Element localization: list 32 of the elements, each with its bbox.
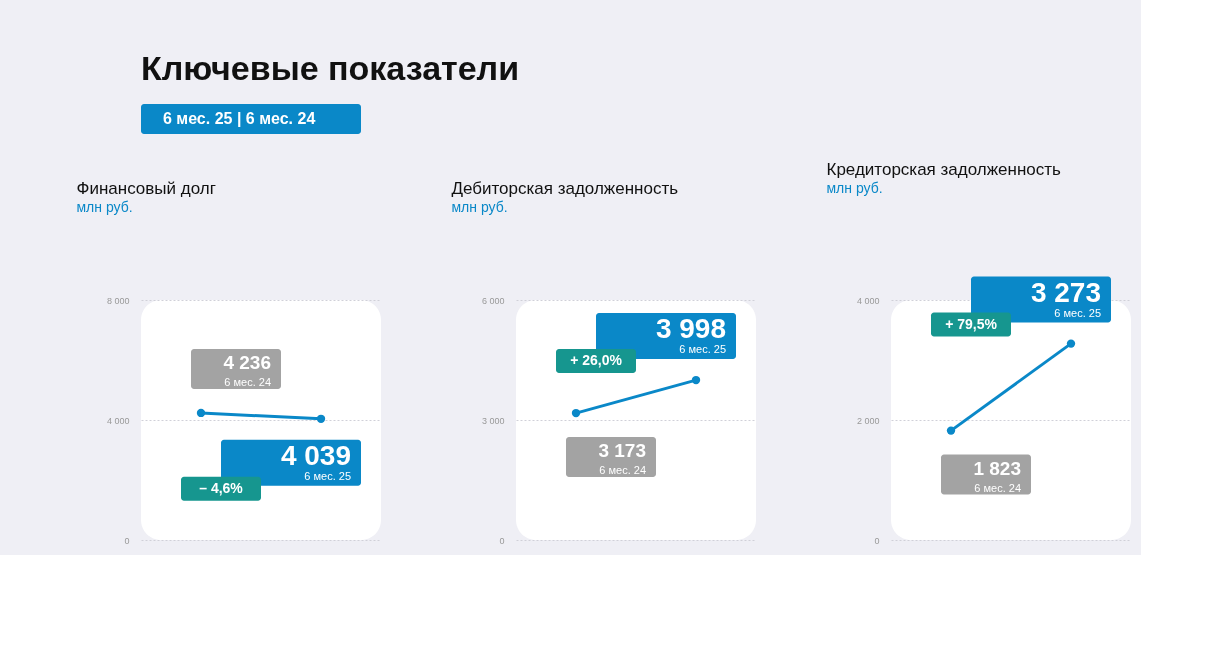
chart-title: Кредиторская задолженность <box>826 159 1062 179</box>
annotation: 6 мес. 25 <box>679 343 726 356</box>
annotation: + 79,5% <box>945 315 998 332</box>
chart-subtitle: млн руб. <box>451 199 508 215</box>
y-tick-label: 6 000 <box>481 295 505 306</box>
y-tick-label: 4 000 <box>106 415 130 426</box>
y-tick-label: 4 000 <box>856 295 880 306</box>
annotation: – 4,6% <box>199 479 244 496</box>
text: 3 273 <box>1030 276 1101 308</box>
text: 3 173 <box>598 440 646 462</box>
text: 1 823 <box>973 457 1021 479</box>
annotation: 6 мес. 25 <box>1054 306 1101 319</box>
y-tick-label: 8 000 <box>106 295 130 306</box>
chart-subtitle: млн руб. <box>826 179 883 196</box>
chart-title: Дебиторская задолженность <box>451 179 679 198</box>
annotation: 6 мес. 25 <box>304 469 351 482</box>
annotation: 6 мес. 24 <box>224 375 271 388</box>
text: 6 мес. 25 | 6 мес. 24 <box>163 110 316 127</box>
y-tick-label: 0 <box>874 535 880 546</box>
y-tick-label: 0 <box>124 535 130 546</box>
text: Ключевые показатели <box>141 49 520 87</box>
chart-title: Финансовый долг <box>76 179 216 198</box>
text: 3 998 <box>655 313 726 345</box>
text: 4 039 <box>280 439 351 471</box>
chart-subtitle: млн руб. <box>76 199 133 215</box>
y-tick-label: 2 000 <box>856 415 880 426</box>
annotation: 6 мес. 24 <box>599 464 646 477</box>
annotation: 6 мес. 24 <box>974 481 1021 494</box>
y-tick-label: 3 000 <box>481 415 505 426</box>
y-tick-label: 0 <box>499 535 505 546</box>
text: 4 236 <box>223 351 271 373</box>
annotation: + 26,0% <box>570 352 623 369</box>
